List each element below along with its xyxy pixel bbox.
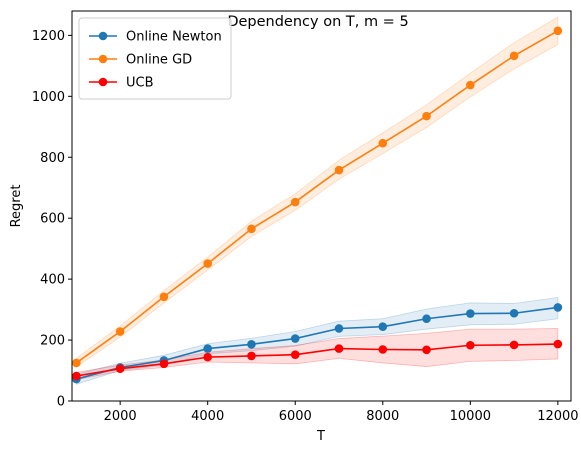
y-tick-label: 400 [40,273,65,288]
legend-box [78,17,232,100]
legend-marker [98,31,108,41]
x-tick-label: 6000 [279,409,312,424]
axes-frame [71,10,572,402]
confidence-band-1 [75,16,559,368]
data-point [72,371,81,381]
y-tick-label: 0 [57,395,65,410]
data-point [466,80,475,90]
data-point [334,344,344,353]
data-point [422,314,431,324]
data-point [115,327,125,336]
data-point [422,111,431,121]
data-point [203,259,212,268]
x-tick-label: 2000 [104,409,137,424]
data-point [466,340,475,350]
x-tick-label: 8000 [366,409,399,424]
data-point [509,340,519,350]
legend: Online Newton Online GD UCB [78,17,232,100]
legend-label: Online GD [126,53,192,68]
y-axis: 0 200 400 600 800 1000 1200 [32,29,72,410]
data-point [553,339,563,349]
y-tick-label: 600 [40,212,65,227]
data-point [247,351,256,361]
x-tick-label: 4000 [191,409,224,424]
data-point [247,340,256,349]
data-point [553,303,563,312]
legend-marker [98,77,108,87]
data-point [115,364,125,374]
data-point [247,224,256,234]
x-axis: 2000 4000 6000 8000 10000 12000 [104,401,579,424]
data-point [509,51,519,61]
data-point [290,197,300,207]
data-point [334,165,344,175]
x-tick-label: 12000 [537,409,578,424]
data-point [290,334,300,343]
y-tick-label: 1000 [32,90,65,105]
data-point [334,324,344,333]
data-point [203,344,212,353]
data-point [378,345,388,354]
chart-title: Dependency on T, m = 5 [227,14,408,30]
y-tick-label: 200 [40,334,65,349]
data-point [422,345,431,355]
series-line-1 [75,30,559,364]
data-point [378,322,388,331]
legend-label: UCB [126,76,154,91]
series-line-2 [76,343,558,377]
y-axis-label: Regret [9,185,24,228]
x-tick-label: 10000 [450,409,491,424]
series-line-0 [76,306,558,380]
data-point [466,309,475,318]
data-point [290,350,300,359]
data-point [509,308,519,318]
y-tick-label: 800 [40,151,65,166]
legend-label: Online Newton [126,30,222,45]
data-point [159,292,169,302]
data-point [203,352,212,362]
plot-area [72,16,563,385]
x-axis-label: T [316,429,325,444]
y-tick-label: 1200 [32,29,65,44]
data-point [378,138,388,148]
data-point [553,26,563,36]
legend-marker [98,54,108,64]
data-point [159,359,169,369]
data-point [72,358,81,368]
